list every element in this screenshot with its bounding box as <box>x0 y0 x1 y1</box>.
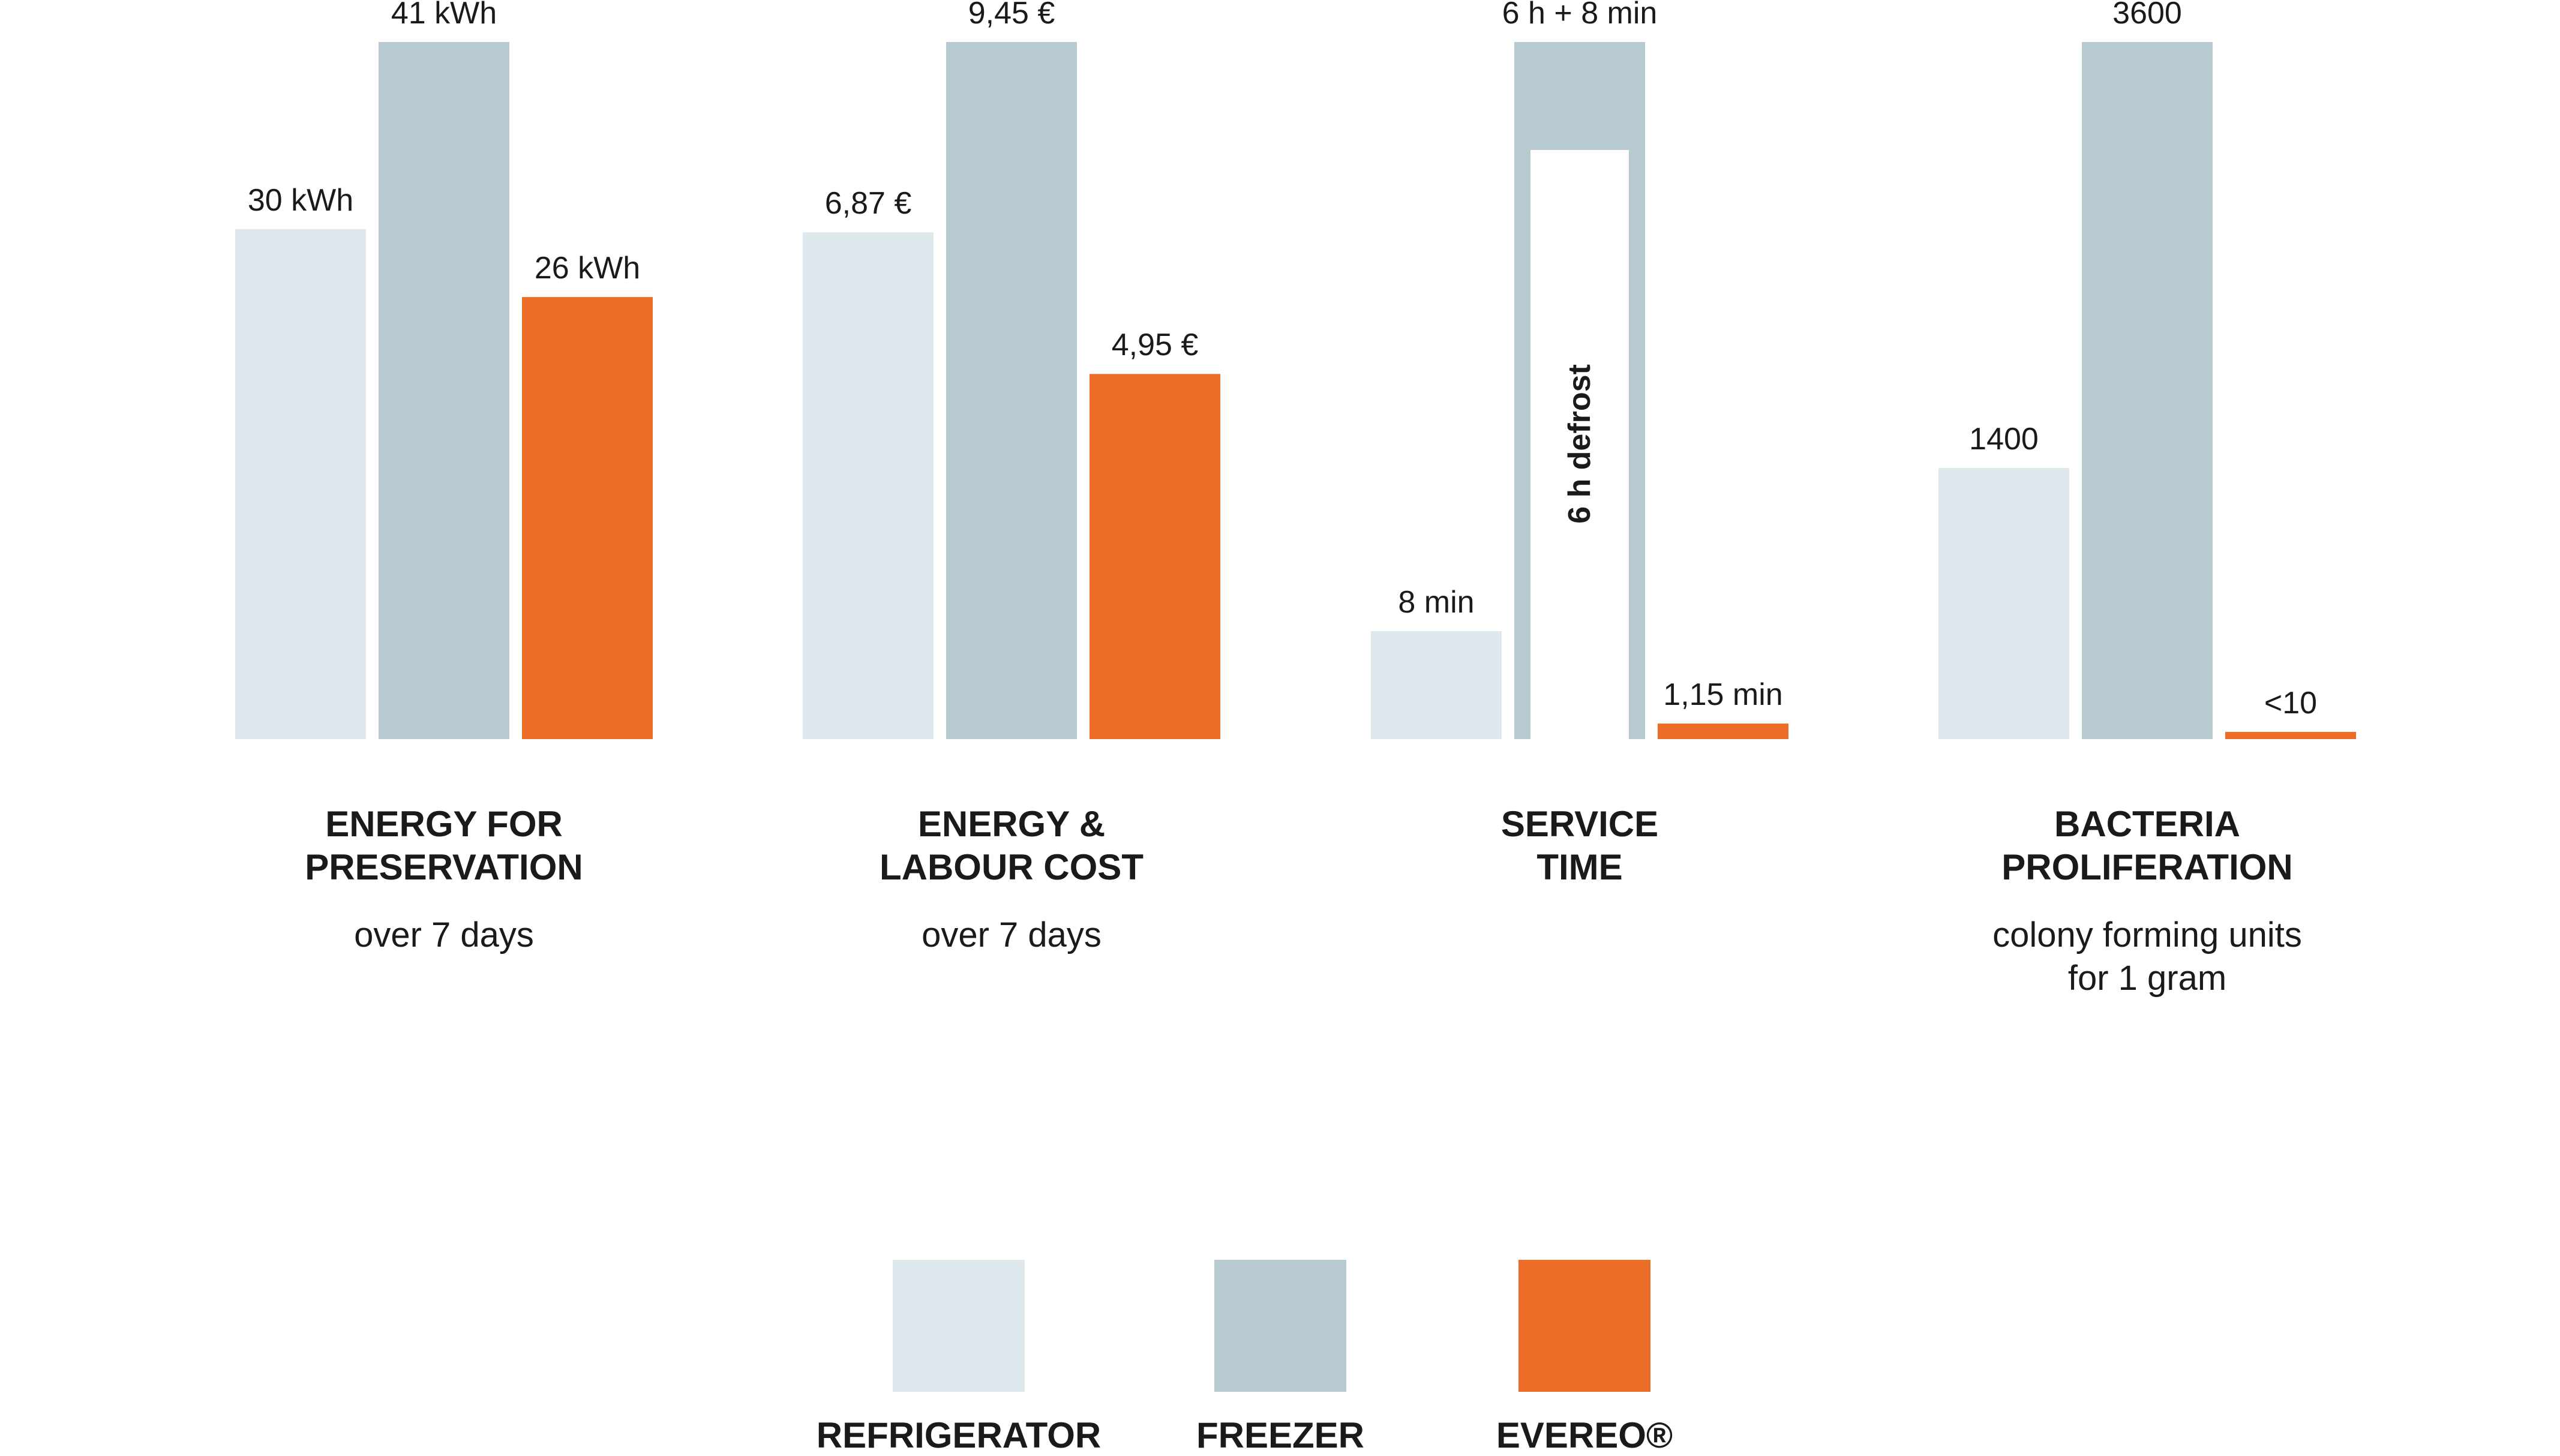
bar-refrigerator-4 <box>1938 468 2069 739</box>
value-label-evereo-2: 4,95 € <box>1111 328 1199 363</box>
panel-title-4: BACTERIA PROLIFERATION <box>2001 804 2293 887</box>
value-label-freezer-1: 41 kWh <box>391 0 497 31</box>
value-label-freezer-3: 6 h + 8 min <box>1502 0 1658 31</box>
value-label-evereo-3: 1,15 min <box>1663 677 1783 713</box>
panel-subtitle-4: colony forming units for 1 gram <box>1992 915 2302 998</box>
legend-label-refrigerator: REFRIGERATOR <box>816 1415 1102 1455</box>
bar-evereo-1 <box>522 297 653 739</box>
value-label-freezer-4: 3600 <box>2112 0 2182 31</box>
panel-title-1: ENERGY FOR PRESERVATION <box>305 804 583 887</box>
bar-evereo-2 <box>1090 374 1220 739</box>
panel-title-3: SERVICE TIME <box>1500 804 1659 887</box>
legend-label-freezer: FREEZER <box>1196 1415 1365 1455</box>
panel-title-2: ENERGY & LABOUR COST <box>880 804 1144 887</box>
panel-subtitle-1: over 7 days <box>354 915 534 954</box>
bar-refrigerator-3 <box>1371 631 1502 739</box>
legend-swatch-freezer <box>1214 1260 1346 1392</box>
bar-freezer-1 <box>379 42 509 739</box>
value-label-refrigerator-3: 8 min <box>1398 585 1475 620</box>
value-label-refrigerator-2: 6,87 € <box>824 186 912 221</box>
legend-swatch-refrigerator <box>893 1260 1025 1392</box>
bar-evereo-3 <box>1658 724 1788 739</box>
bar-refrigerator-1 <box>235 229 366 739</box>
value-label-evereo-4: <10 <box>2264 686 2318 721</box>
bar-refrigerator-2 <box>803 232 934 739</box>
panel-subtitle-2: over 7 days <box>922 915 1102 954</box>
value-label-refrigerator-1: 30 kWh <box>247 182 354 218</box>
legend-label-evereo: EVEREO® <box>1496 1415 1673 1455</box>
bar-freezer-2 <box>946 42 1077 739</box>
value-label-freezer-2: 9,45 € <box>968 0 1055 31</box>
bar-freezer-4 <box>2082 42 2213 739</box>
defrost-annotation: 6 h defrost <box>1562 364 1597 524</box>
defrost-section <box>1530 150 1629 739</box>
value-label-evereo-1: 26 kWh <box>534 251 641 286</box>
bar-evereo-4 <box>2225 732 2356 739</box>
value-label-refrigerator-4: 1400 <box>1969 422 2039 457</box>
legend-swatch-evereo <box>1518 1260 1650 1392</box>
